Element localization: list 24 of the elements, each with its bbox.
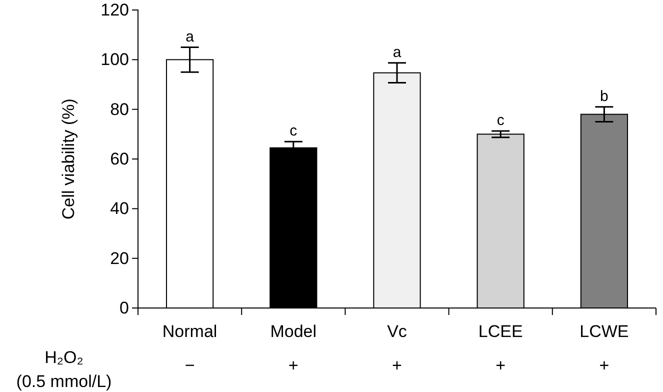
x-tick-label: LCEE	[478, 322, 523, 341]
x-tick-label: Model	[270, 322, 317, 341]
annotation: a	[186, 28, 195, 46]
y-tick-label: 20	[110, 248, 129, 268]
annotation: a	[392, 44, 402, 61]
text: H₂O₂ (0.5 mmol/L)	[16, 348, 112, 391]
y-tick-label: 40	[110, 199, 129, 218]
y-tick-label: 120	[100, 0, 129, 20]
text: +	[288, 356, 298, 375]
x-tick-label: Vc	[387, 322, 408, 341]
y-tick-label: 0	[120, 298, 129, 318]
text: +	[392, 356, 402, 375]
text: +	[599, 356, 610, 375]
y-tick-label: 100	[100, 50, 129, 70]
y-axis-title: Cell viability (%)	[59, 98, 78, 220]
annotation: c	[290, 122, 298, 140]
annotation: c	[496, 112, 505, 129]
annotation: b	[600, 88, 608, 105]
y-tick-label: 60	[110, 149, 129, 168]
y-tick-label: 80	[110, 100, 129, 119]
text: −	[184, 356, 195, 375]
x-tick-label: LCWE	[580, 322, 629, 341]
x-tick-label: Normal	[162, 322, 218, 341]
text: +	[496, 356, 506, 375]
